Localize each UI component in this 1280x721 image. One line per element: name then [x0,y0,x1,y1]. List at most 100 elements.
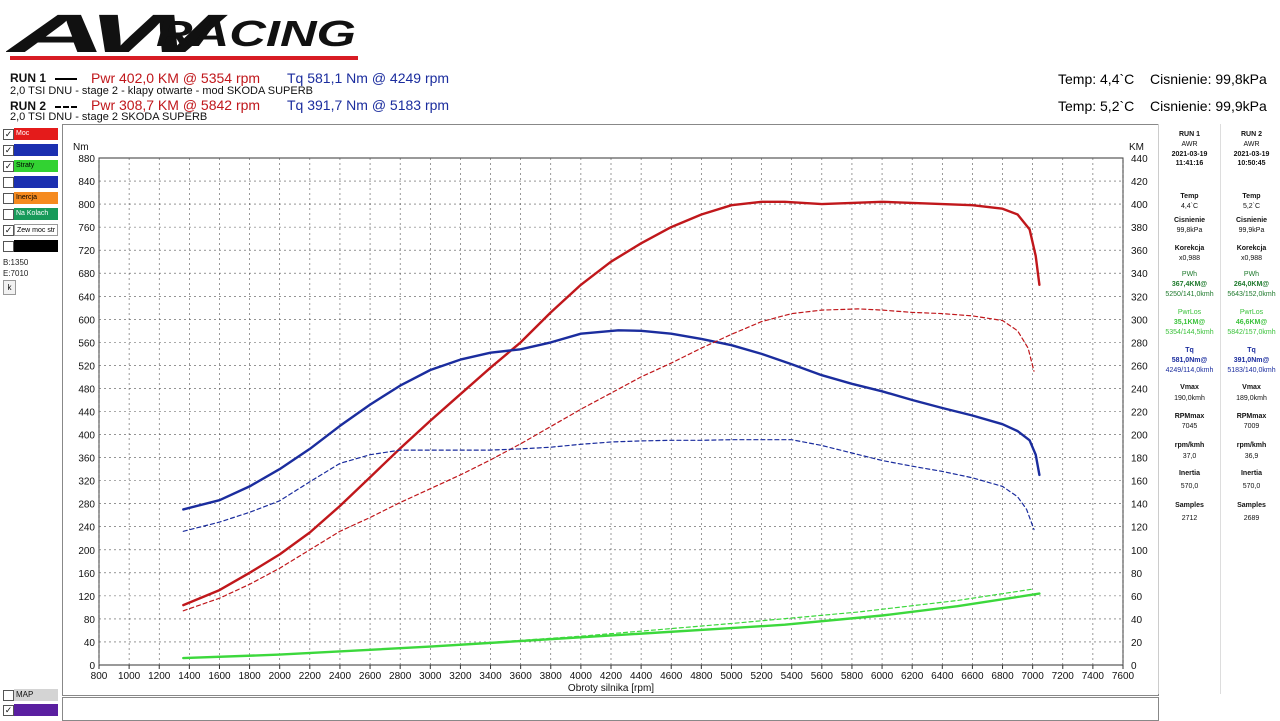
x-tick-label: 1600 [208,671,231,682]
y-tick-label: 280 [78,500,95,511]
series-checkbox-box[interactable] [3,209,14,220]
series-checkbox-7[interactable] [2,240,58,252]
y-tick-label: 840 [78,177,95,188]
y2-tick-label: 160 [1131,477,1148,488]
run1-tq_at: 4249/114,0kmh [1165,367,1214,374]
series-checkbox-box[interactable]: ✓ [3,145,14,156]
series-checkbox-box[interactable] [3,241,14,252]
y2-tick-label: 280 [1131,338,1148,349]
run2-kor_label: Korekcja [1236,245,1267,252]
series-checkbox-box[interactable]: ✓ [3,129,14,140]
y2-tick-label: 60 [1131,592,1143,603]
run1-tq: 581,0Nm@ [1171,357,1208,364]
bottom-color-checkbox-box[interactable]: ✓ [3,705,14,716]
y-tick-label: 40 [84,638,96,649]
run1-pwh: 367,4KM@ [1171,281,1208,288]
series-checkbox-2[interactable]: ✓ Straty [2,160,58,172]
y2-tick-label: 260 [1131,361,1148,372]
series-checkbox-box[interactable] [3,177,14,188]
run1-header-2: 2021-03-19 [1171,151,1208,158]
run1-cis: 99,8kPa [1176,227,1203,234]
series-checkbox-3[interactable] [2,176,58,188]
run1-stats-column: RUN 1 AWR 2021-03-19 11:41:16 Temp 4,4`C Cisni… [1159,124,1220,694]
run1-vmax_label: Vmax [1180,384,1199,391]
run2-pwh: 264,0KM@ [1233,281,1270,288]
y-tick-label: 360 [78,454,95,465]
run2-kor: x0,988 [1240,255,1263,262]
x-tick-label: 800 [91,671,108,682]
series-checkbox-1[interactable]: ✓ [2,144,58,156]
x-tick-label: 6200 [901,671,924,682]
x-tick-label: 7200 [1052,671,1075,682]
run2-torque: Tq 391,7 Nm @ 5183 rpm [287,97,450,113]
series-checkbox-4[interactable]: Inercja [2,192,58,204]
y-tick-label: 440 [78,408,95,419]
run2-cis_label: Cisnienie [1235,217,1268,224]
bottom-color-swatch [14,704,58,716]
run1-samples: 2712 [1181,515,1198,522]
y-tick-label: 600 [78,315,95,326]
dyno-chart-frame: 800 1000 1200 1400 1600 1800 2000 2200 2400 2600 2… [62,124,1159,696]
bottom-status-frame [62,697,1159,721]
series-color-swatch: Zew moc str [14,224,58,236]
series-color-swatch [14,176,58,188]
run1-line-swatch [55,78,77,80]
x-tick-label: 1800 [238,671,261,682]
x-tick-label: 2800 [389,671,412,682]
x-tick-label: 3400 [479,671,502,682]
y2-tick-label: 360 [1131,246,1148,257]
run1-rpmmax_label: RPMmax [1174,413,1205,420]
run1-pwrlos_label: PwrLos [1177,309,1202,316]
x-tick-label: 5000 [720,671,743,682]
run2-rpmkmh_label: rpm/kmh [1236,442,1267,449]
run2-inertia: 570,0 [1242,483,1261,490]
series-checkbox-box[interactable]: ✓ [3,161,14,172]
x-tick-label: 6000 [871,671,894,682]
x-tick-label: 7400 [1082,671,1105,682]
run1-torque-curve [182,329,1041,511]
y2-tick-label: 20 [1131,638,1143,649]
run2-temp_label: Temp [1242,193,1261,200]
y-tick-label: 80 [84,615,96,626]
y2-tick-label: 380 [1131,223,1148,234]
series-checkbox-0[interactable]: ✓ Moc [2,128,58,140]
x-tick-label: 7000 [1022,671,1045,682]
series-color-swatch: Moc [14,128,58,140]
y-tick-label: 800 [78,200,95,211]
run1-temp_label: Temp [1180,193,1199,200]
series-checkbox-5[interactable]: Na Kolach [2,208,58,220]
map-label: MAP [14,689,58,701]
run1-kor_label: Korekcja [1174,245,1205,252]
series-checkbox-6[interactable]: ✓ Zew moc str [2,224,58,236]
map-checkbox[interactable]: MAP [2,689,58,701]
run2-inertia_label: Inertia [1240,470,1262,477]
run2-tq: 391,0Nm@ [1233,357,1270,364]
run2-vmax: 189,0kmh [1236,395,1267,402]
bottom-color-checkbox[interactable]: ✓ [2,704,58,716]
y-tick-label: 560 [78,338,95,349]
svg-text:AW: AW [6,4,228,64]
map-checkbox-box[interactable] [3,690,14,701]
run1-rpmkmh: 37,0 [1182,453,1197,460]
y2-tick-label: 40 [1131,615,1143,626]
run2-label: RUN 2 [10,99,47,113]
y2-tick-label: 340 [1131,269,1148,280]
run1-power-curve [182,200,1041,607]
left-control-panel: B:1350 E:7010 k ✓ Moc ✓ ✓ Straty Inercja Na Ko… [0,124,60,720]
run2-vmax_label: Vmax [1242,384,1261,391]
run1-cis_label: Cisnienie [1173,217,1206,224]
y2-axis-label: KM [1129,142,1144,153]
run1-label: RUN 1 [10,71,47,85]
run1-temp: 4,4`C [1180,203,1199,210]
y-tick-label: 680 [78,269,95,280]
y-tick-label: 200 [78,546,95,557]
series-color-swatch: Na Kolach [14,208,58,220]
x-tick-label: 2400 [329,671,352,682]
series-checkbox-box[interactable] [3,193,14,204]
k-button[interactable]: k [3,280,16,295]
run2-tq_at: 5183/140,0kmh [1227,367,1276,374]
run2-power: Pwr 308,7 KM @ 5842 rpm [91,97,261,113]
run1-pwh_label: PWh [1181,271,1198,278]
x-tick-label: 1000 [118,671,141,682]
series-checkbox-box[interactable]: ✓ [3,225,14,236]
